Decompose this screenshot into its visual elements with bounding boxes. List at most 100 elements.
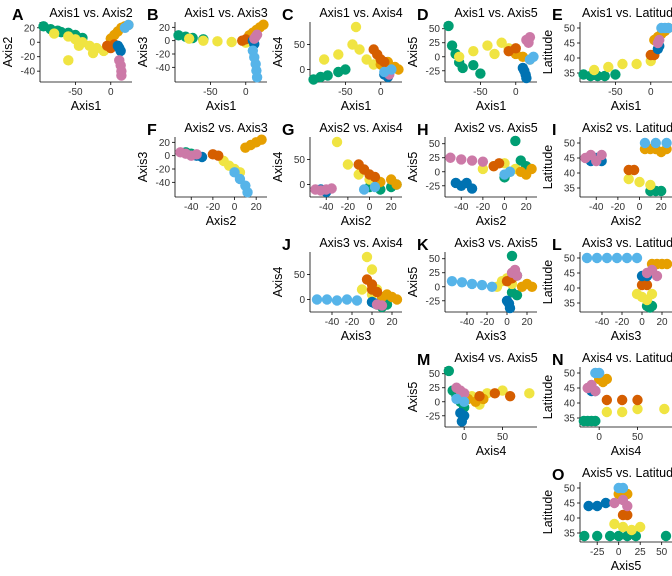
data-point xyxy=(583,500,594,512)
data-point xyxy=(641,279,653,291)
data-point xyxy=(609,497,620,509)
x-tick-label: 0 xyxy=(513,87,519,98)
y-tick-label: 0 xyxy=(164,36,170,47)
x-axis-label: Axis1 xyxy=(71,99,102,113)
data-point xyxy=(476,279,488,291)
data-point xyxy=(489,388,501,399)
data-point xyxy=(458,396,470,407)
y-tick-label: 50 xyxy=(429,24,441,35)
data-point xyxy=(601,394,613,406)
y-tick-label: 50 xyxy=(564,254,576,265)
y-tick-label: -20 xyxy=(156,50,171,61)
data-point xyxy=(613,530,624,542)
x-tick-label: 0 xyxy=(232,202,238,213)
x-tick-label: 20 xyxy=(386,202,398,213)
y-axis-label: Axis5 xyxy=(406,267,420,298)
data-point xyxy=(581,252,593,264)
y-axis-label: Latitude xyxy=(541,145,555,190)
data-point xyxy=(599,70,610,82)
panel-I: I Axis2 vs. Latitude -40 -20 0 20 50 45 40 35 Axis… xyxy=(541,121,672,228)
x-axis-label: Axis4 xyxy=(476,444,507,458)
x-axis-label: Axis3 xyxy=(476,329,507,343)
x-tick-label: 0 xyxy=(637,202,643,213)
x-axis-label: Axis2 xyxy=(611,214,642,228)
data-point xyxy=(593,367,605,379)
data-point xyxy=(651,270,663,282)
data-point xyxy=(590,415,601,427)
data-point xyxy=(379,56,390,68)
y-tick-label: 50 xyxy=(294,155,306,166)
x-axis-label: Axis1 xyxy=(341,99,372,113)
x-tick-label: 0 xyxy=(378,87,384,98)
data-point xyxy=(391,179,402,190)
y-tick-label: -25 xyxy=(426,181,441,192)
data-point xyxy=(191,149,202,160)
data-point xyxy=(496,37,507,48)
panel-letter: C xyxy=(282,7,294,24)
panel-title: Axis1 vs. Axis5 xyxy=(454,6,537,20)
data-point xyxy=(632,403,643,415)
y-tick-label: 25 xyxy=(429,38,441,49)
x-tick-label: -50 xyxy=(338,87,353,98)
data-point xyxy=(453,51,465,62)
y-tick-label: 0 xyxy=(434,52,440,63)
y-tick-label: 40 xyxy=(564,284,576,295)
data-point xyxy=(226,36,237,48)
panel-letter: L xyxy=(552,237,562,254)
data-point xyxy=(183,33,195,44)
x-tick-label: 0 xyxy=(596,432,602,443)
data-point xyxy=(604,530,616,542)
y-axis-label: Axis3 xyxy=(136,37,150,68)
x-tick-label: -20 xyxy=(345,317,360,328)
data-point xyxy=(591,530,603,542)
data-point xyxy=(623,173,634,185)
panel-title: Axis3 vs. Axis5 xyxy=(454,236,537,250)
x-tick-label: -20 xyxy=(611,202,626,213)
y-tick-label: 50 xyxy=(564,139,576,150)
data-point xyxy=(617,521,629,533)
y-tick-label: 45 xyxy=(564,384,576,395)
panel-letter: J xyxy=(282,237,291,254)
data-point xyxy=(446,40,458,51)
y-tick-label: 25 xyxy=(429,383,441,394)
data-point xyxy=(524,388,535,399)
data-point xyxy=(617,482,629,494)
panel-letter: O xyxy=(552,467,564,484)
x-tick-label: 0 xyxy=(502,202,508,213)
data-point xyxy=(632,394,643,406)
data-point xyxy=(663,22,672,34)
panel-L: L Axis3 vs. Latitude -40 -20 0 20 50 45 40 35 Axis… xyxy=(541,236,672,343)
data-point xyxy=(526,163,537,175)
data-point xyxy=(482,40,493,51)
data-point xyxy=(350,21,362,33)
y-axis-label: Latitude xyxy=(541,30,555,75)
x-tick-label: 20 xyxy=(251,202,263,213)
x-tick-label: 0 xyxy=(639,317,645,328)
panel-letter: N xyxy=(552,352,564,369)
panel-letter: I xyxy=(552,122,556,139)
data-point xyxy=(123,19,134,31)
data-point xyxy=(528,51,539,62)
data-point xyxy=(626,524,637,536)
x-tick-label: 20 xyxy=(656,317,668,328)
data-point xyxy=(258,19,269,30)
y-axis-label: Latitude xyxy=(541,260,555,305)
x-tick-label: 25 xyxy=(635,547,647,558)
data-point xyxy=(63,55,74,66)
y-tick-label: 50 xyxy=(294,270,306,281)
data-point xyxy=(116,70,127,81)
data-point xyxy=(73,40,85,52)
data-point xyxy=(521,72,532,84)
panel-letter: K xyxy=(417,237,429,254)
y-tick-label: 45 xyxy=(564,39,576,50)
data-point xyxy=(646,288,658,300)
panel-N: N Axis4 vs. Latitude 0 50 50 45 40 35 Axis4 Latit… xyxy=(541,351,672,458)
y-tick-label: 0 xyxy=(299,295,305,306)
data-point xyxy=(650,137,661,149)
data-point xyxy=(489,48,500,60)
data-point xyxy=(318,54,330,65)
y-tick-label: -40 xyxy=(156,63,171,74)
data-point xyxy=(198,35,209,46)
data-point xyxy=(466,155,478,166)
